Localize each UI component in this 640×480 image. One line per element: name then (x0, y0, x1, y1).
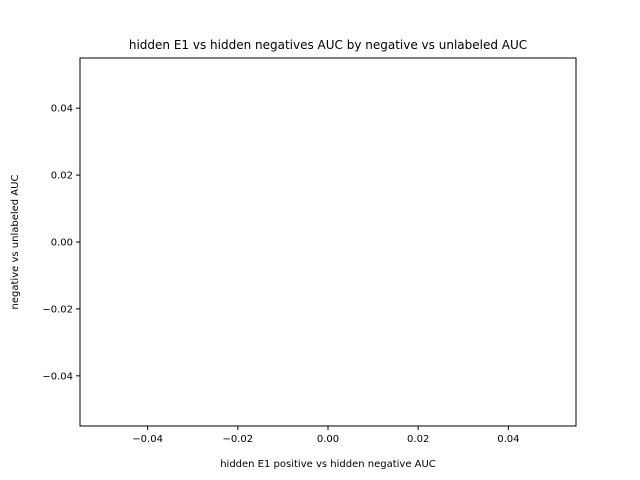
x-tick-label: −0.02 (222, 434, 253, 445)
chart-title: hidden E1 vs hidden negatives AUC by neg… (129, 38, 527, 52)
y-tick-label: 0.02 (51, 171, 73, 182)
x-tick-label: 0.00 (317, 434, 339, 445)
x-tick-label: −0.04 (132, 434, 163, 445)
y-tick-label: −0.02 (42, 304, 73, 315)
y-axis-label: negative vs unlabeled AUC (10, 175, 21, 310)
y-axis: −0.04 −0.02 0.00 0.02 0.04 (42, 104, 80, 382)
x-tick-label: 0.02 (407, 434, 429, 445)
y-tick-label: 0.00 (51, 238, 73, 249)
x-axis-label: hidden E1 positive vs hidden negative AU… (220, 459, 436, 470)
y-tick-label: −0.04 (42, 371, 73, 382)
y-tick-label: 0.04 (51, 104, 73, 115)
x-tick-label: 0.04 (497, 434, 519, 445)
x-axis: −0.04 −0.02 0.00 0.02 0.04 (132, 426, 519, 445)
